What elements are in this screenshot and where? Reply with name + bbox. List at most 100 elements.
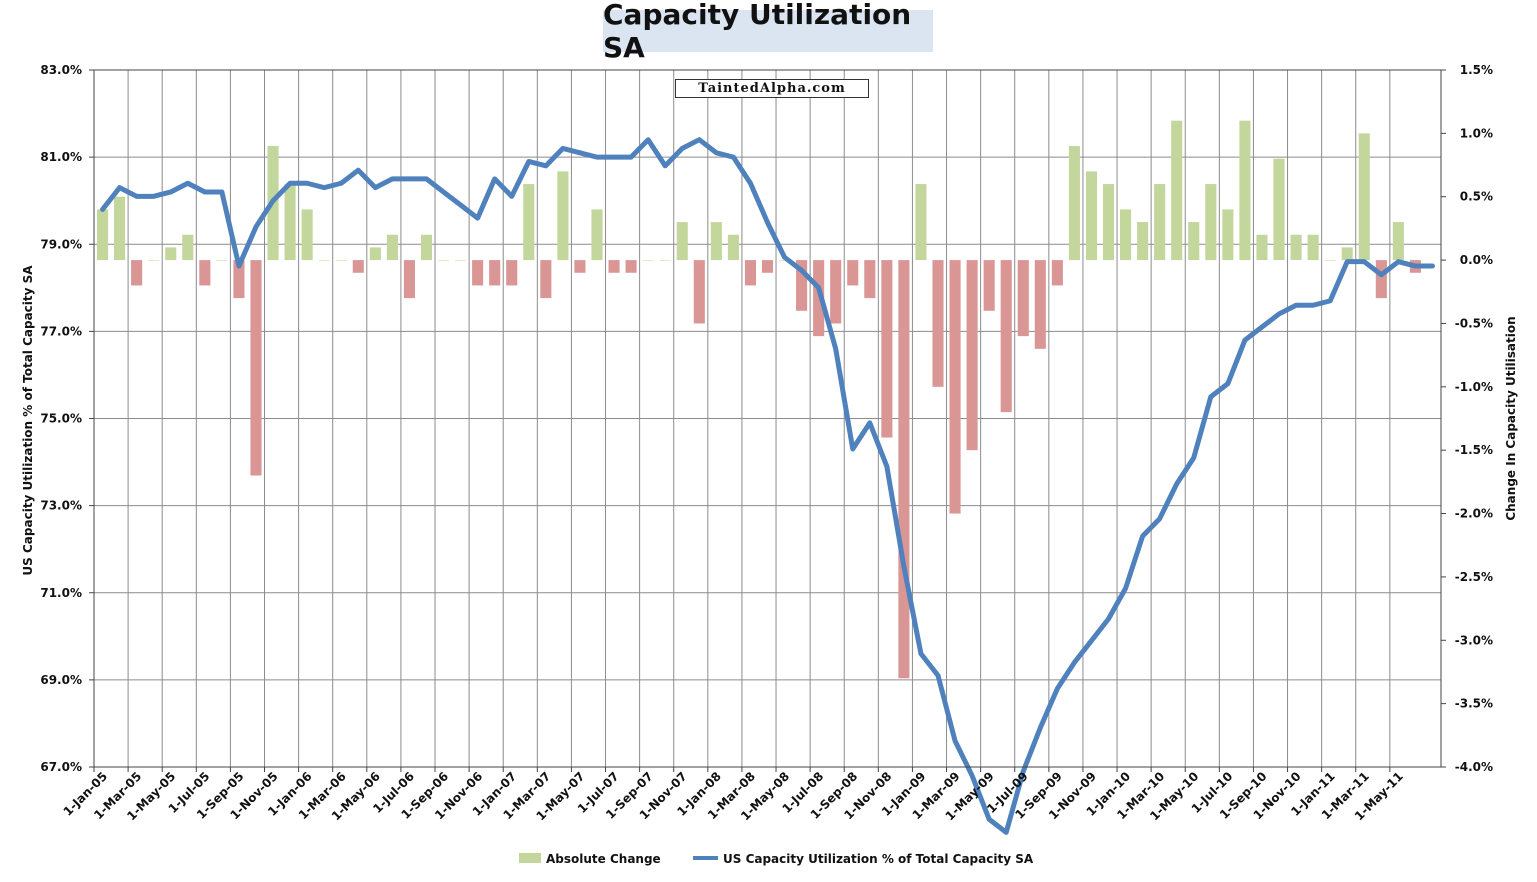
legend: Absolute Change US Capacity Utilization … (519, 852, 1034, 866)
bar (1222, 209, 1234, 261)
bar (1154, 184, 1166, 261)
y-right-tick-label: -3.5% (1455, 697, 1493, 711)
y-left-tick-label: 67.0% (40, 760, 82, 774)
bar (949, 260, 961, 514)
y-right-tick-label: -4.0% (1455, 760, 1493, 774)
bar (420, 234, 433, 261)
bar (761, 260, 774, 273)
bar (96, 209, 109, 261)
bar (1324, 260, 1336, 261)
bar (557, 171, 569, 261)
bar (744, 260, 756, 286)
bar (114, 196, 126, 261)
bar (489, 260, 501, 286)
bar (1239, 120, 1251, 261)
bar (386, 234, 398, 261)
bar (727, 234, 739, 261)
bar (1120, 209, 1132, 261)
y-right-tick-label: 1.5% (1460, 63, 1493, 77)
y-right-tick-label: -2.5% (1455, 570, 1493, 584)
legend-line-label: US Capacity Utilization % of Total Capac… (723, 852, 1034, 866)
y-right-tick-label: -1.0% (1455, 380, 1493, 394)
bar (642, 260, 654, 261)
plot-area-border (93, 69, 1442, 768)
bar (1341, 247, 1353, 261)
bar (1358, 133, 1370, 261)
legend-bar-label: Absolute Change (546, 852, 661, 866)
bar (710, 222, 722, 261)
bar (1017, 260, 1029, 337)
bar (301, 209, 313, 261)
bar (915, 184, 927, 261)
bar (1102, 184, 1115, 261)
legend-bar-swatch (519, 853, 541, 863)
bar (898, 260, 910, 679)
bar (1034, 260, 1046, 349)
y-right-tick-label: -2.0% (1455, 507, 1493, 521)
bar (966, 260, 978, 451)
bar (813, 260, 825, 337)
y-right-axis-title: Change In Capacity Utilisation (1504, 316, 1518, 520)
bar (796, 260, 808, 311)
bar (574, 260, 586, 273)
bar (506, 260, 518, 286)
bar (608, 260, 620, 273)
bar (1375, 260, 1387, 299)
bar (540, 260, 552, 299)
y-left-tick-label: 79.0% (40, 237, 82, 251)
bar (625, 260, 637, 273)
y-left-tick-label: 77.0% (40, 324, 82, 338)
bar (437, 260, 450, 261)
bar (1188, 222, 1200, 261)
bar (233, 260, 245, 299)
brand-watermark: TaintedAlpha.com (675, 79, 869, 98)
bar (455, 260, 467, 261)
bar (352, 260, 364, 273)
bar (369, 247, 381, 261)
bar (693, 260, 705, 324)
bar (335, 260, 347, 261)
bar (1171, 120, 1183, 261)
bar (847, 260, 859, 286)
bar (523, 184, 535, 261)
bar (403, 260, 415, 299)
bar (148, 260, 160, 261)
bar (1137, 222, 1149, 261)
bar (165, 247, 177, 261)
bar (1085, 171, 1098, 261)
bar (1273, 158, 1285, 261)
bar (830, 260, 842, 324)
bar (881, 260, 893, 438)
bar (1205, 184, 1217, 261)
bar (932, 260, 944, 387)
y-right-tick-label: 0.5% (1460, 190, 1493, 204)
bar (1051, 260, 1063, 286)
capacity-utilization-line (100, 137, 1435, 835)
grid-layer (93, 69, 1441, 768)
y-right-tick-label: -3.0% (1455, 633, 1493, 647)
bar (676, 222, 688, 261)
bar (659, 260, 671, 261)
bar (250, 260, 262, 476)
bar (983, 260, 995, 311)
y-right-tick-label: -0.5% (1455, 316, 1493, 330)
y-left-tick-label: 69.0% (40, 673, 82, 687)
bar (1392, 222, 1404, 261)
bar (182, 234, 194, 261)
bar (1290, 234, 1302, 261)
y-left-tick-label: 75.0% (40, 412, 82, 426)
bar (1256, 234, 1268, 261)
bar (472, 260, 484, 286)
y-left-axis-title: US Capacity Utilization % of Total Capac… (21, 265, 35, 576)
bar (591, 209, 603, 261)
y-left-tick-label: 81.0% (40, 150, 82, 164)
bar (318, 260, 330, 261)
bar (1068, 146, 1080, 261)
y-right-tick-label: 1.0% (1460, 126, 1493, 140)
y-left-tick-label: 73.0% (40, 499, 82, 513)
bar (864, 260, 876, 299)
bar (199, 260, 211, 286)
y-left-tick-label: 71.0% (40, 586, 82, 600)
y-right-tick-label: 0.0% (1460, 253, 1493, 267)
